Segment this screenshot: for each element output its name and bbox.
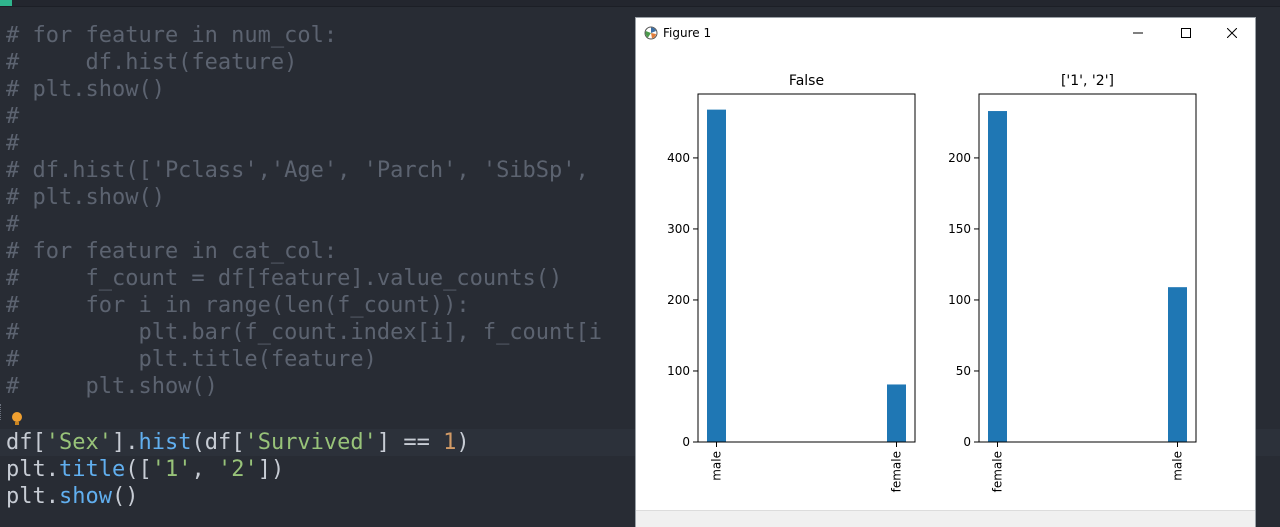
figure-canvas[interactable]: False 0 100 200 300 400 male female ['1', '2'] 0 5…: [636, 48, 1255, 510]
code-token: ] ==: [376, 430, 444, 455]
bar-male: [1168, 287, 1187, 442]
y-tick-label: 400: [667, 151, 690, 165]
code-line[interactable]: # plt.title(feature): [6, 347, 377, 372]
code-line[interactable]: # for feature in cat_col:: [6, 239, 338, 264]
figure-title: Figure 1: [663, 26, 712, 40]
y-tick-label: 300: [667, 222, 690, 236]
lightbulb-base: [15, 422, 19, 425]
maximize-icon: [1181, 28, 1191, 38]
code-line[interactable]: #: [6, 131, 20, 156]
forward-button[interactable]: [698, 514, 714, 526]
y-tick-label: 0: [682, 435, 690, 449]
y-tick-label: 0: [963, 435, 971, 449]
code-line[interactable]: plt.show(): [6, 483, 138, 510]
code-line[interactable]: # plt.show(): [6, 185, 165, 210]
close-button[interactable]: [1209, 18, 1255, 48]
minimize-icon: [1133, 32, 1143, 34]
matplotlib-icon: [644, 26, 658, 40]
fold-guide: [0, 404, 7, 420]
string-token: '2': [217, 457, 258, 482]
close-icon: [1227, 28, 1237, 38]
lightbulb-glass: [12, 412, 22, 422]
code-line[interactable]: # plt.show(): [6, 374, 218, 399]
maximize-button[interactable]: [1163, 18, 1209, 48]
code-token: ([: [125, 457, 152, 482]
y-tick-label: 200: [948, 151, 971, 165]
x-tick-label: male: [710, 451, 724, 481]
code-token: ,: [191, 457, 218, 482]
pan-button[interactable]: [736, 514, 752, 526]
code-line[interactable]: #: [6, 104, 20, 129]
string-token: '1': [151, 457, 192, 482]
function-token: show: [58, 484, 112, 509]
code-line[interactable]: # df.hist(feature): [6, 50, 298, 75]
code-token: ): [456, 430, 470, 455]
save-button[interactable]: [840, 514, 856, 526]
axes-frame: [978, 93, 1197, 443]
code-token: (): [111, 484, 139, 509]
y-tick-label: 100: [667, 364, 690, 378]
home-button[interactable]: [640, 514, 660, 526]
y-tick-label: 100: [948, 293, 971, 307]
code-line[interactable]: plt.title(['1', '2']): [6, 456, 284, 483]
chart-title: False: [789, 73, 824, 89]
y-tick-label: 200: [667, 293, 690, 307]
code-token: plt.: [6, 484, 59, 509]
code-line[interactable]: # for i in range(len(f_count)):: [6, 293, 470, 318]
zoom-button[interactable]: [764, 514, 780, 526]
code-line[interactable]: # plt.bar(f_count.index[i], f_count[i: [6, 320, 603, 345]
bar-female: [887, 384, 906, 442]
code-token: plt.: [6, 457, 59, 482]
figure-titlebar[interactable]: Figure 1: [636, 18, 1255, 48]
histogram-figure: False 0 100 200 300 400 male female ['1', '2'] 0 5…: [667, 73, 1197, 492]
string-token: 'Sex': [45, 430, 112, 455]
code-token: ]): [257, 457, 285, 482]
y-tick-label: 50: [956, 364, 971, 378]
code-line[interactable]: # plt.show(): [6, 77, 165, 102]
minimize-button[interactable]: [1115, 18, 1161, 48]
bar-female: [988, 111, 1007, 443]
chart-title: ['1', '2']: [1061, 73, 1114, 89]
active-tab-indicator: [0, 0, 12, 6]
code-token: (df[: [191, 430, 245, 455]
code-line[interactable]: # f_count = df[feature].value_counts(): [6, 266, 563, 291]
code-token: df[: [6, 430, 46, 455]
editor-tab-strip: [0, 0, 1280, 7]
x-tick-label: female: [991, 451, 1005, 492]
bar-male: [707, 109, 726, 443]
code-line[interactable]: # df.hist(['Pclass','Age', 'Parch', 'Sib…: [6, 158, 589, 183]
axes-frame: [697, 93, 916, 443]
x-tick-label: female: [890, 451, 904, 492]
code-line[interactable]: #: [6, 212, 20, 237]
figure-toolbar: [636, 510, 1255, 527]
number-token: 1: [443, 430, 457, 455]
function-token: hist: [138, 430, 192, 455]
configure-button[interactable]: [808, 514, 824, 526]
figure-window[interactable]: Figure 1 False 0 100 200 300 400 male female ['1…: [635, 17, 1256, 527]
code-line[interactable]: # for feature in num_col:: [6, 23, 338, 48]
y-tick-label: 150: [948, 222, 971, 236]
string-token: 'Survived': [244, 430, 377, 455]
code-token: ].: [111, 430, 139, 455]
lightbulb-icon[interactable]: [12, 412, 22, 426]
back-button[interactable]: [670, 514, 686, 526]
x-tick-label: male: [1171, 451, 1185, 481]
function-token: title: [58, 457, 126, 482]
